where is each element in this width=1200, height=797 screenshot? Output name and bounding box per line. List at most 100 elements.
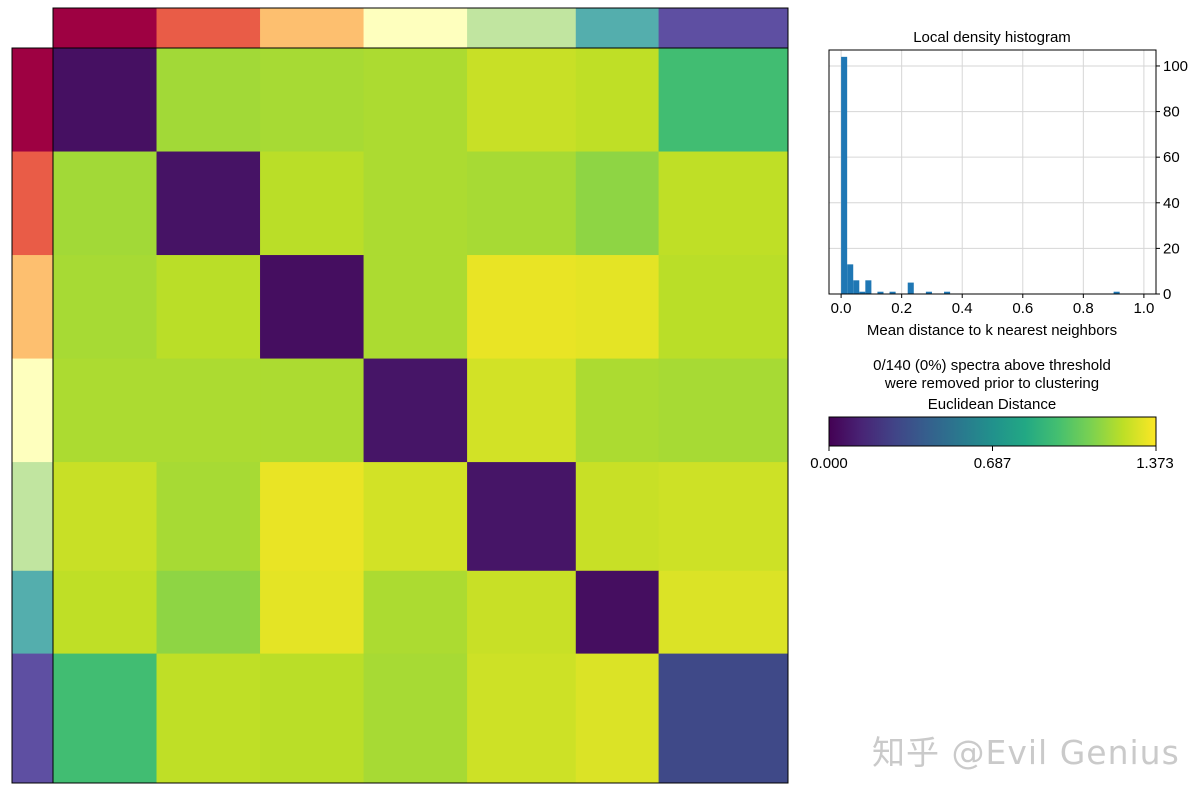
- heatmap-chart: [11, 7, 789, 784]
- heatmap-block-5-6: [575, 462, 660, 572]
- heatmap-block-1-4: [363, 48, 468, 153]
- heatmap-block-2-4: [363, 151, 468, 256]
- heatmap-block-4-2: [156, 358, 261, 463]
- hist-bar: [847, 264, 854, 294]
- top-cluster-swatch-4: [363, 8, 468, 48]
- hist-y-tick-label: 100: [1163, 58, 1188, 75]
- heatmap-block-6-1: [53, 570, 158, 655]
- heatmap-block-3-7: [658, 255, 789, 360]
- heatmap-block-1-1: [53, 48, 158, 153]
- hist-bar: [907, 282, 914, 294]
- colorbar-title: Euclidean Distance: [928, 396, 1056, 413]
- heatmap-block-7-1: [53, 653, 158, 784]
- colorbar-gradient: [828, 416, 1157, 447]
- hist-y-tick-label: 0: [1163, 286, 1171, 303]
- heatmap-block-2-6: [575, 151, 660, 256]
- top-cluster-swatch-5: [467, 8, 577, 48]
- heatmap-block-5-4: [363, 462, 468, 572]
- hist-y-tick-label: 40: [1163, 195, 1180, 212]
- heatmap-block-1-5: [467, 48, 577, 153]
- hist-bar: [853, 280, 860, 294]
- heatmap-block-5-5: [467, 462, 577, 572]
- histogram-frame: [828, 49, 1157, 295]
- heatmap-block-2-7: [658, 151, 789, 256]
- watermark: 知乎 @Evil Genius: [872, 733, 1180, 772]
- colorbar-label-min: 0.000: [810, 455, 848, 472]
- heatmap-block-3-5: [467, 255, 577, 360]
- left-cluster-swatch-1: [12, 48, 53, 153]
- heatmap-block-7-6: [575, 653, 660, 784]
- hist-bar: [944, 291, 951, 294]
- hist-x-tick-label: 1.0: [1133, 300, 1154, 317]
- hist-bar: [865, 280, 872, 294]
- left-cluster-swatch-5: [12, 462, 53, 572]
- left-cluster-swatch-6: [12, 570, 53, 655]
- heatmap-block-6-3: [260, 570, 365, 655]
- hist-y-tick-label: 20: [1163, 240, 1180, 257]
- hist-x-tick-label: 0.8: [1073, 300, 1094, 317]
- heatmap-block-7-4: [363, 653, 468, 784]
- hist-bar: [877, 291, 884, 294]
- heatmap-block-2-3: [260, 151, 365, 256]
- heatmap-block-4-7: [658, 358, 789, 463]
- left-cluster-swatch-2: [12, 151, 53, 256]
- top-cluster-swatch-2: [156, 8, 261, 48]
- left-cluster-swatch-3: [12, 255, 53, 360]
- heatmap-block-7-5: [467, 653, 577, 784]
- heatmap-block-7-2: [156, 653, 261, 784]
- heatmap-block-4-6: [575, 358, 660, 463]
- heatmap-block-6-6: [575, 570, 660, 655]
- histogram-x-ticks: 0.0 0.2 0.4 0.6 0.8 1.0: [831, 294, 1154, 317]
- threshold-note-line1: 0/140 (0%) spectra above threshold: [873, 357, 1111, 374]
- heatmap-block-2-2: [156, 151, 261, 256]
- left-cluster-color-bar: [12, 48, 53, 784]
- heatmap-block-6-2: [156, 570, 261, 655]
- histogram-x-axis-label: Mean distance to k nearest neighbors: [867, 322, 1117, 339]
- heatmap-block-3-4: [363, 255, 468, 360]
- heatmap-block-4-3: [260, 358, 365, 463]
- heatmap-block-4-1: [53, 358, 158, 463]
- hist-bar: [889, 291, 896, 294]
- heatmap-block-5-7: [658, 462, 789, 572]
- top-cluster-swatch-6: [575, 8, 660, 48]
- histogram-bars: [841, 56, 1120, 294]
- heatmap-block-5-1: [53, 462, 158, 572]
- histogram-plot-background: [829, 50, 1156, 294]
- heatmap-block-7-7: [658, 653, 789, 784]
- heatmap-block-2-5: [467, 151, 577, 256]
- hist-bar: [1113, 291, 1120, 294]
- hist-x-tick-label: 0.4: [952, 300, 973, 317]
- heatmap-block-4-5: [467, 358, 577, 463]
- top-cluster-color-bar: [53, 8, 789, 48]
- top-cluster-swatch-1: [53, 8, 158, 48]
- threshold-note-line2: were removed prior to clustering: [884, 375, 1099, 392]
- heatmap-block-3-2: [156, 255, 261, 360]
- colorbar-label-max: 1.373: [1136, 455, 1174, 472]
- heatmap-block-2-1: [53, 151, 158, 256]
- heatmap-block-6-5: [467, 570, 577, 655]
- histogram-title: Local density histogram: [913, 29, 1071, 46]
- hist-bar: [859, 291, 866, 294]
- hist-x-tick-label: 0.0: [831, 300, 852, 317]
- heatmap-block-4-4: [363, 358, 468, 463]
- heatmap-block-1-6: [575, 48, 660, 153]
- density-histogram: Local density histogram 0.0 0.2 0.4 0.6 0.8 1…: [828, 29, 1188, 339]
- hist-y-tick-label: 80: [1163, 104, 1180, 121]
- heatmap-block-3-1: [53, 255, 158, 360]
- heatmap-frame: [52, 47, 789, 784]
- heatmap-block-3-6: [575, 255, 660, 360]
- heatmap-block-1-3: [260, 48, 365, 153]
- histogram-y-ticks: 0 20 40 60 80 100: [1156, 58, 1188, 303]
- heatmap-block-3-3: [260, 255, 365, 360]
- heatmap-block-6-7: [658, 570, 789, 655]
- hist-bar: [841, 56, 848, 294]
- heatmap-block-5-2: [156, 462, 261, 572]
- hist-bar: [925, 291, 932, 294]
- top-cluster-swatch-7: [658, 8, 789, 48]
- heatmap-block-5-3: [260, 462, 365, 572]
- hist-y-tick-label: 60: [1163, 149, 1180, 166]
- colorbar-label-mid: 0.687: [974, 455, 1012, 472]
- left-cluster-swatch-4: [12, 358, 53, 463]
- distance-heatmap: [53, 48, 789, 784]
- heatmap-block-7-3: [260, 653, 365, 784]
